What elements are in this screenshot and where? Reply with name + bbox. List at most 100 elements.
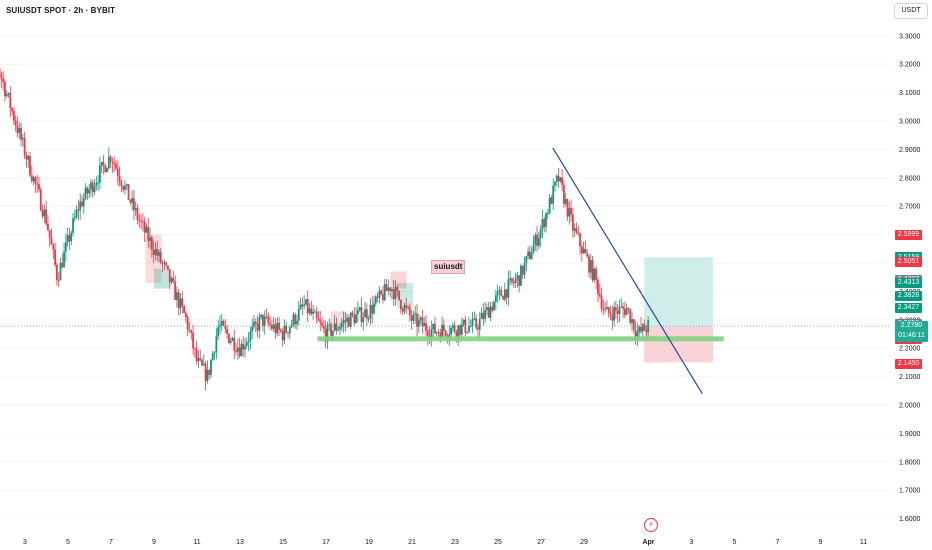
candle-body <box>254 321 257 324</box>
candle-body <box>147 226 150 241</box>
candle-body <box>545 213 547 227</box>
candle-body <box>93 186 96 193</box>
candle-body <box>554 181 556 186</box>
candle-body <box>301 304 304 307</box>
candle-body <box>57 280 60 282</box>
candle-body <box>64 242 67 252</box>
time-axis[interactable]: 3 5 7 9 11 13 15 17 19 21 23 25 27 29 Apr 3 5 7 9 11 <box>23 539 867 546</box>
candle-body <box>421 317 424 327</box>
candle-body <box>453 325 456 332</box>
symbol-title: SUIUSDT SPOT · 2h · BYBIT <box>6 6 116 15</box>
candle-body <box>399 299 402 310</box>
candle-body <box>306 299 309 314</box>
price-tag: 2.3828 <box>895 291 922 302</box>
candle-body <box>385 284 388 291</box>
candle-body <box>4 81 6 97</box>
candlestick-series <box>0 68 650 391</box>
x-tick-label: 23 <box>451 539 459 546</box>
x-tick-label: 29 <box>580 539 588 546</box>
candle-body <box>129 199 132 203</box>
candle-body <box>484 310 486 320</box>
x-tick-label: 19 <box>365 539 373 546</box>
candle-body <box>124 185 126 190</box>
candle-body <box>407 307 409 309</box>
candle-body <box>150 237 153 250</box>
candle-body <box>66 235 69 243</box>
candle-body <box>430 329 433 338</box>
candle-body <box>358 307 361 311</box>
candle-body <box>376 296 379 298</box>
candle-body <box>641 324 644 332</box>
x-tick-label: 3 <box>23 539 27 546</box>
candle-body <box>473 318 476 320</box>
candle-body <box>451 325 454 328</box>
candle-body <box>82 198 85 207</box>
candle-body <box>362 317 365 323</box>
candle-body <box>573 228 576 231</box>
candle-body <box>455 331 458 337</box>
candle-body <box>645 330 648 333</box>
candle-body <box>589 260 592 273</box>
support-line <box>317 336 724 342</box>
candle-body <box>34 177 37 184</box>
candle-body <box>380 290 383 295</box>
candle-body <box>177 292 180 309</box>
candle-body <box>622 306 624 309</box>
candle-body <box>607 307 610 313</box>
candle-body <box>584 248 587 254</box>
y-tick-label: 1.9000 <box>899 431 921 438</box>
candle-body <box>457 325 460 337</box>
candle-body <box>145 226 148 233</box>
lightning-icon[interactable]: ⚡ <box>644 518 658 532</box>
candle-body <box>14 120 17 126</box>
candle-body <box>475 318 478 328</box>
candle-body <box>149 237 151 241</box>
candle-body <box>133 198 135 211</box>
candle-body <box>448 334 451 338</box>
candle-body <box>530 253 533 259</box>
candle-body <box>193 348 196 350</box>
candle-body <box>602 308 605 310</box>
candle-body <box>161 262 164 264</box>
candle-body <box>582 248 585 254</box>
candle-body <box>392 289 395 300</box>
candle-body <box>43 209 46 217</box>
x-tick-label: 9 <box>152 539 156 546</box>
candle-body <box>396 287 399 291</box>
candle-body <box>494 295 497 302</box>
candle-body <box>111 161 114 163</box>
candle-body <box>330 324 332 336</box>
currency-selector[interactable]: USDT <box>894 3 928 19</box>
candle-body <box>48 230 51 238</box>
y-tick-label: 3.3000 <box>899 33 921 40</box>
candle-body <box>202 363 205 366</box>
candle-body <box>174 281 177 300</box>
candle-body <box>59 262 62 281</box>
candle-body <box>106 168 108 173</box>
candle-body <box>604 308 607 310</box>
candle-body <box>107 156 110 169</box>
candle-body <box>181 298 184 306</box>
candle-body <box>267 316 270 324</box>
candle-body <box>561 177 564 186</box>
position-zones <box>145 234 713 363</box>
candle-body <box>285 325 288 333</box>
candle-body <box>297 308 300 321</box>
candle-body <box>434 323 436 334</box>
candle-body <box>322 325 325 329</box>
candle-body <box>312 311 314 315</box>
bar-countdown: 01:46:11 <box>898 332 925 340</box>
candle-body <box>274 324 277 334</box>
candle-body <box>109 156 112 162</box>
candle-body <box>303 304 306 307</box>
candle-body <box>292 314 295 325</box>
candle-body <box>593 268 596 281</box>
candle-body <box>629 309 632 323</box>
candle-body <box>310 308 313 315</box>
drawing-overlays[interactable] <box>0 147 890 394</box>
candle-body <box>2 78 5 82</box>
candle-body <box>500 290 503 297</box>
chart-note-suiusdt[interactable]: suiusdt <box>431 260 466 274</box>
candle-body <box>326 324 329 342</box>
